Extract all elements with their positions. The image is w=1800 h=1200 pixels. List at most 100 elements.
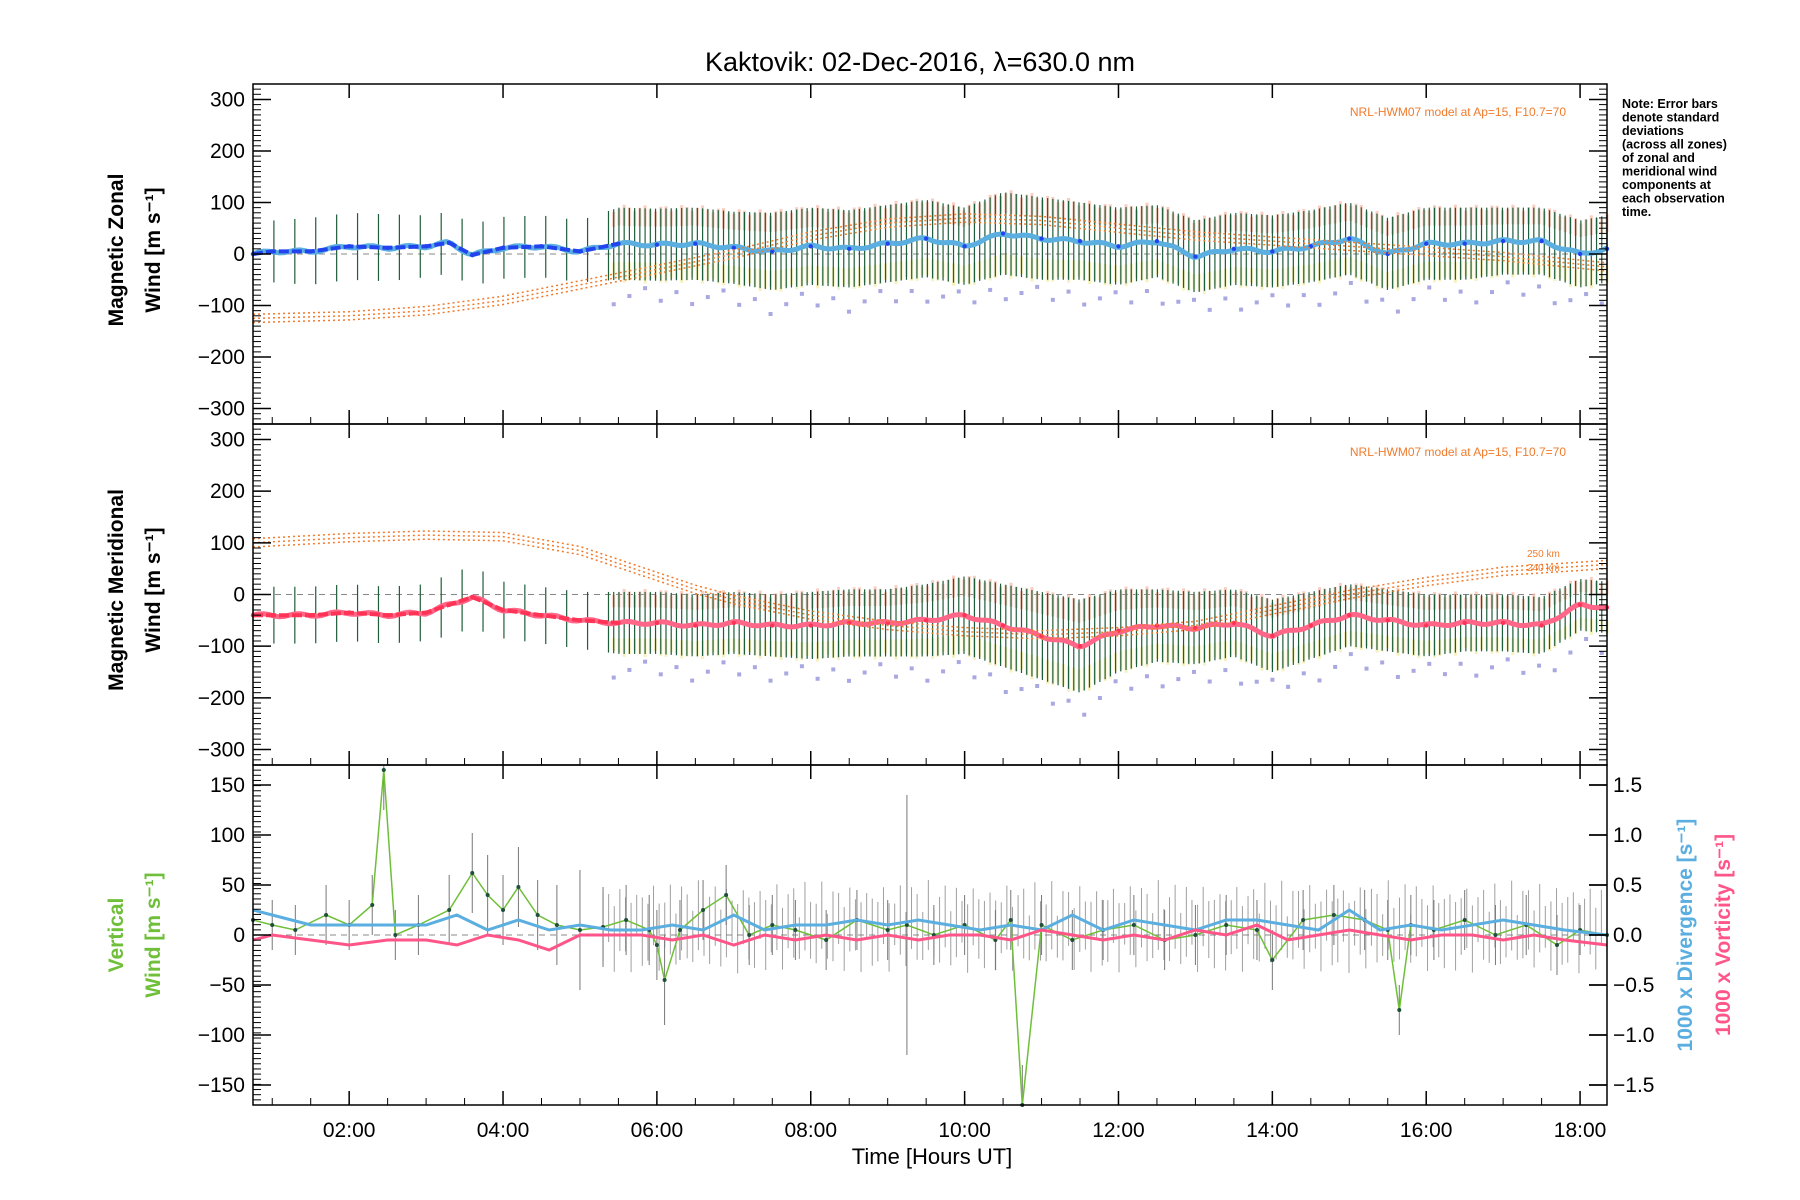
zone-point [1505,280,1510,285]
zone-point [1254,300,1259,305]
meridional-mean-line-early [253,594,619,625]
zone-point [1348,652,1353,657]
vertical-wind-point [393,933,398,937]
zone-point [784,302,789,307]
zone-point [1192,297,1197,302]
mean-point [1577,602,1583,608]
zone-point [1474,673,1479,678]
zone-point [1066,698,1071,703]
model-curve [252,534,1608,636]
zone-point [1097,695,1102,700]
vertical-wind-point [654,943,659,947]
y-tick-label: 50 [222,874,245,897]
vertical-wind-point [701,908,706,912]
zone-point [1552,668,1557,673]
zone-point [1411,668,1416,673]
zone-point [925,299,930,304]
zone-point [1082,302,1087,307]
zone-point [988,672,993,677]
zonal-mean-line-early [252,240,619,258]
zone-point [1035,284,1040,289]
mean-point [1000,231,1006,236]
zone-point [878,662,883,667]
mean-point [539,612,544,618]
zone-point [674,290,679,295]
vertical-wind-point [1039,923,1044,927]
zone-point [1113,290,1118,295]
mean-point [1116,244,1121,249]
zone-point [956,660,961,665]
vertical-wind-point [770,923,775,927]
y-tick-label: 200 [210,140,245,163]
zone-point [721,288,726,293]
zone-point [799,291,804,296]
vertical-ylabel-line2: Wind [m s⁻¹] [142,872,165,997]
zone-point [1301,293,1306,298]
vertical-wind-point [1493,933,1498,937]
zone-point [972,675,977,680]
y2-tick-label: 0.5 [1613,874,1642,897]
zone-point [784,671,789,676]
model-curve [252,213,1608,316]
divergence-y2label: 1000 x Divergence [s⁻¹] [1674,819,1697,1052]
meridional-ylabel-line1: Magnetic Meridional [105,489,128,691]
y-tick-label: 100 [210,191,245,214]
zone-point [1160,301,1165,306]
note-line: each observation [1622,192,1725,206]
zone-point [752,297,757,302]
zone-point [1442,297,1447,302]
mean-point [1308,623,1314,628]
zone-point [1239,681,1244,686]
zone-point [1489,290,1494,295]
note-line: meridional wind [1622,165,1717,179]
mean-point [962,244,967,249]
mean-point [1462,620,1467,626]
vertical-wind-point [904,923,909,927]
zone-point [1050,297,1055,302]
zone-point [1552,301,1557,306]
zone-point [1380,660,1385,665]
zone-point [1270,677,1275,682]
mean-point [500,607,506,613]
mean-point [1193,254,1198,259]
mean-point [1154,238,1160,244]
zone-point [1301,671,1306,676]
y2-tick-label: −0.5 [1613,974,1654,997]
zone-point [1003,690,1008,695]
vertical-wind-point [1254,928,1259,932]
vertical-wind-point [447,908,452,912]
x-tick-label: 12:00 [1092,1119,1145,1142]
y-tick-label: 200 [210,480,245,503]
vertical-wind-point [1554,943,1559,947]
note-line: components at [1622,178,1712,192]
zone-point [1113,679,1118,684]
mean-point [1385,618,1390,623]
mean-point [1500,238,1506,244]
model-curve [252,217,1608,320]
model-curve [252,530,1608,632]
zone-point [1584,292,1589,297]
vertical-wind-point [293,928,298,932]
y-tick-label: −100 [198,1024,245,1047]
mean-point [1539,623,1544,628]
zone-point [705,669,710,674]
x-tick-label: 10:00 [938,1119,991,1142]
x-tick-label: 02:00 [323,1119,376,1142]
zone-point [1474,300,1479,305]
mean-point [385,612,390,618]
zonal-ylabel-line2: Wind [m s⁻¹] [142,187,165,312]
zone-point [1239,307,1244,312]
note-line: Note: Error bars [1622,97,1718,111]
vertical-wind-point [824,938,829,942]
altitude-label-240: 240 km [1527,563,1560,574]
mean-point [923,618,929,623]
mean-point [923,236,929,241]
zone-point [705,295,710,300]
y-tick-label: 150 [210,774,245,797]
mean-point [693,241,698,246]
vertical-wind-point [1270,958,1275,962]
mean-point [577,618,583,623]
zone-point [1568,650,1573,655]
vertical-wind-point [747,933,752,937]
zone-point [1160,684,1165,689]
